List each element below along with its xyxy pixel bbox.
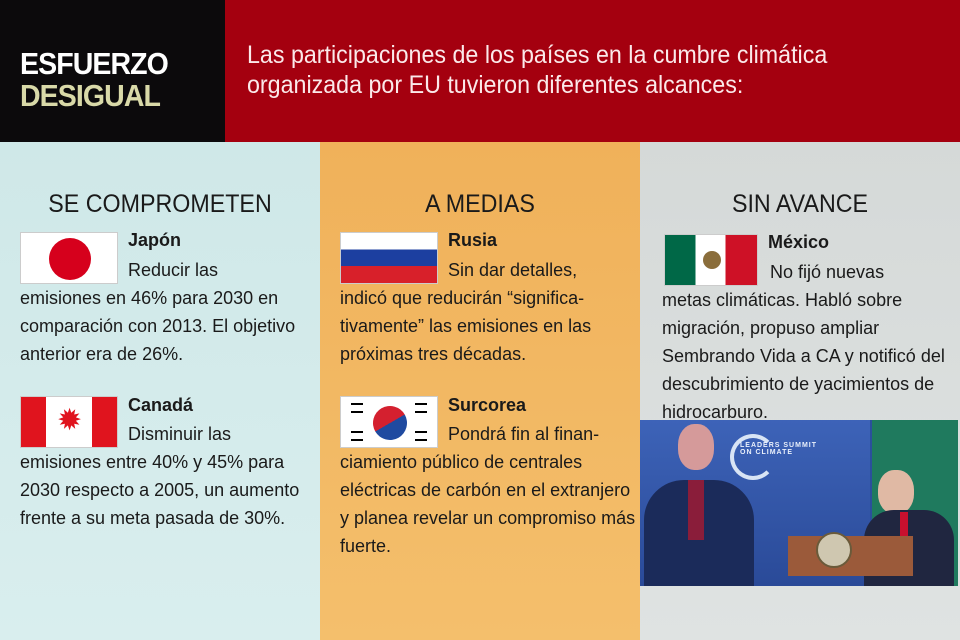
photo-screen-text: LEADERS SUMMIT ON CLIMATE (740, 442, 817, 456)
column-heading: A MEDIAS (425, 190, 535, 218)
south-korea-flag-icon (340, 396, 438, 448)
canada-flag-icon: ✹ (20, 396, 118, 448)
country-name: Rusia (448, 230, 498, 250)
country-description: Pondrá fin al finan- ciamiento público d… (340, 424, 636, 556)
title-line1: ESFUERZO (20, 46, 169, 81)
column-heading: SIN AVANCE (731, 190, 869, 218)
country-description: Reducir las emisiones en 46% para 2030 e… (20, 260, 296, 364)
mexico-flag-icon (664, 234, 758, 286)
russia-flag-icon (340, 232, 438, 284)
title-line2: DESIGUAL (20, 78, 161, 113)
column-se-comprometen: SE COMPROMETEN Japón Reducir las emision… (0, 142, 320, 640)
header-subtitle-box: Las participaciones de los países en la … (225, 0, 960, 142)
country-description: Disminuir las emisiones entre 40% y 45% … (20, 424, 300, 528)
country-description: Sin dar detalles, indicó que reducirán “… (340, 260, 592, 364)
summit-photo: LEADERS SUMMIT ON CLIMATE (640, 420, 958, 586)
subtitle: Las participaciones de los países en la … (247, 41, 828, 99)
country-name: Japón (128, 230, 182, 250)
country-name: Canadá (128, 395, 194, 415)
japan-flag-icon (20, 232, 118, 284)
header-title-box: ESFUERZO DESIGUAL (0, 0, 225, 142)
country-name: Surcorea (448, 395, 527, 415)
column-a-medias: A MEDIAS Rusia Sin dar detalles, indicó … (320, 142, 640, 640)
country-name: México (768, 232, 830, 252)
column-heading: SE COMPROMETEN (48, 190, 272, 218)
country-description: No fijó nuevas metas climáticas. Habló s… (662, 262, 945, 422)
